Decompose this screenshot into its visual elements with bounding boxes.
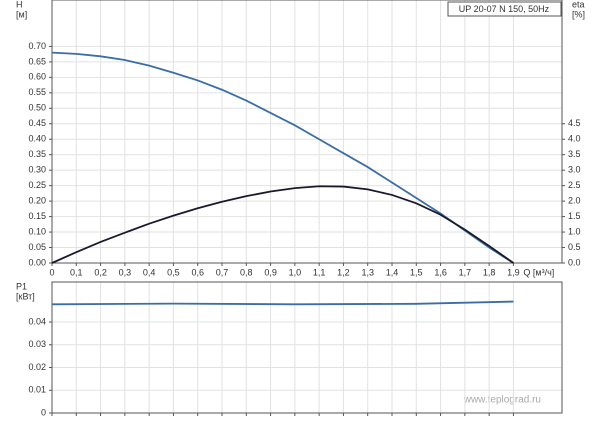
- y-tick-label: 0.01: [28, 385, 46, 395]
- x-tick-label: 1,1: [313, 267, 326, 277]
- y2-tick-label: 4.5: [568, 118, 581, 128]
- y-tick-label: 0.60: [28, 72, 46, 82]
- x-tick-label: 0,2: [94, 267, 107, 277]
- y2-tick-label: 1.0: [568, 226, 581, 236]
- x-tick-label: 0,1: [70, 267, 83, 277]
- curve: [51, 185, 514, 264]
- x-tick-label: 1,6: [434, 267, 447, 277]
- x-tick-label: 1,8: [483, 267, 496, 277]
- x-tick-label: 1,9: [507, 267, 520, 277]
- legend-box: [447, 1, 562, 17]
- y-tick-label: 0.04: [28, 316, 46, 326]
- x-tick-label: 1,7: [459, 267, 472, 277]
- legend-title: UP 20-07 N 150, 50Hz: [459, 4, 550, 14]
- y-tick-label: 0.40: [28, 134, 46, 144]
- x-tick-label: 0,8: [240, 267, 253, 277]
- curve: [51, 51, 514, 264]
- watermark: www.teplograd.ru: [463, 395, 541, 406]
- y2-tick-label: 2.0: [568, 195, 581, 205]
- x-tick-label: 0,3: [119, 267, 132, 277]
- y-axis-label: P1: [16, 281, 27, 291]
- y-tick-label: 0.55: [28, 87, 46, 97]
- y-axis-unit: [м]: [16, 9, 27, 19]
- x-tick-label: 0,5: [167, 267, 180, 277]
- y-tick-label: 0.45: [28, 118, 46, 128]
- y-tick-label: 0: [41, 407, 46, 417]
- y2-tick-label: 1.5: [568, 211, 581, 221]
- y-tick-label: 0.25: [28, 180, 46, 190]
- x-tick-label: 1,0: [289, 267, 302, 277]
- y2-axis-label: eta: [572, 0, 585, 9]
- curve: [51, 300, 514, 306]
- y-tick-label: 0.10: [28, 226, 46, 236]
- x-tick-label: 0: [49, 267, 54, 277]
- y2-tick-label: 0.0: [568, 257, 581, 267]
- y-tick-label: 0.02: [28, 362, 46, 372]
- y-tick-label: 0.03: [28, 339, 46, 349]
- y-axis-unit: [кВт]: [16, 291, 35, 301]
- x-tick-label: 0,9: [264, 267, 277, 277]
- x-tick-label: 1,3: [361, 267, 374, 277]
- x-tick-label: 0,6: [191, 267, 204, 277]
- x-tick-label: 1,4: [386, 267, 399, 277]
- x-axis-label: Q [м³/ч]: [523, 267, 554, 277]
- y-tick-label: 0.20: [28, 195, 46, 205]
- y-tick-label: 0.65: [28, 56, 46, 66]
- y-tick-label: 0.30: [28, 165, 46, 175]
- y2-axis-unit: [%]: [572, 9, 585, 19]
- x-tick-label: 0,4: [143, 267, 156, 277]
- y-tick-label: 0.15: [28, 211, 46, 221]
- x-tick-label: 1,5: [410, 267, 423, 277]
- y-tick-label: 0.05: [28, 242, 46, 252]
- y-tick-label: 0.35: [28, 149, 46, 159]
- x-tick-label: 0,7: [216, 267, 229, 277]
- y2-tick-label: 3.0: [568, 165, 581, 175]
- y-axis-label: H: [16, 0, 23, 9]
- y-tick-label: 0.00: [28, 257, 46, 267]
- plot-frame: [51, 281, 563, 414]
- y-tick-label: 0.70: [28, 41, 46, 51]
- y-tick-label: 0.50: [28, 103, 46, 113]
- y2-tick-label: 4.0: [568, 134, 581, 144]
- x-tick-label: 1,2: [337, 267, 350, 277]
- y2-tick-label: 3.5: [568, 149, 581, 159]
- y2-tick-label: 2.5: [568, 180, 581, 190]
- plot-frame: [51, 0, 563, 264]
- y2-tick-label: 0.5: [568, 242, 581, 252]
